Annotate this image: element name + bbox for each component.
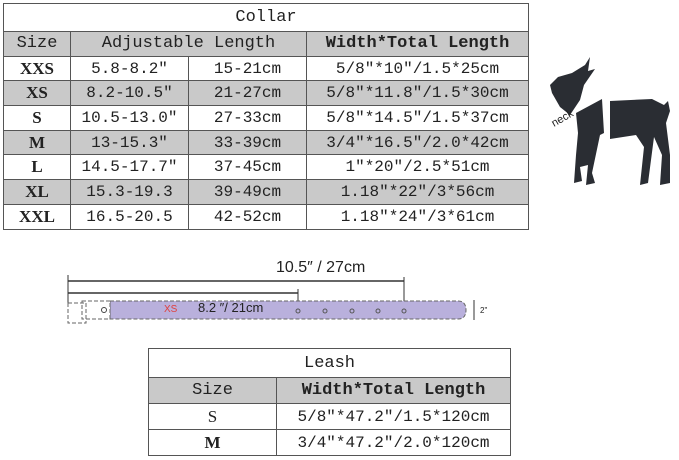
table-row: L 14.5-17.7″ 37-45cm 1″*20″/2.5*51cm bbox=[3, 154, 530, 181]
size-label: XS bbox=[164, 304, 178, 315]
header-size: Size bbox=[3, 31, 71, 57]
hole bbox=[322, 308, 328, 314]
size-cell: S bbox=[3, 105, 71, 131]
cm-cell: 33-39cm bbox=[188, 129, 307, 156]
cm-cell: 15-21cm bbox=[188, 55, 307, 82]
cm-cell: 42-52cm bbox=[188, 203, 307, 230]
max-length-label: 10.5″ / 27cm bbox=[276, 259, 366, 276]
width-total-cell: 1″*20″/2.5*51cm bbox=[305, 154, 530, 181]
width-total-cell: 5/8″*47.2″/1.5*120cm bbox=[275, 403, 512, 430]
inch-cell: 8.2-10.5″ bbox=[70, 80, 189, 107]
buckle-clip bbox=[67, 302, 87, 324]
inch-cell: 13-15.3″ bbox=[70, 129, 189, 156]
width-total-cell: 5/8″*10″/1.5*25cm bbox=[305, 55, 530, 82]
leash-size-table: Leash Size Width*Total Length S 5/8″*47.2… bbox=[147, 348, 512, 456]
size-cell: S bbox=[148, 403, 277, 430]
buckle bbox=[81, 300, 111, 320]
hole bbox=[375, 308, 381, 314]
table-row: XS 8.2-10.5″ 21-27cm 5/8″*11.8″/1.5*30cm bbox=[3, 80, 530, 107]
collar-strap-illustration bbox=[67, 275, 475, 324]
collar-header-row: Size Adjustable Length Width*Total Lengt… bbox=[3, 31, 530, 57]
min-length-label: 8.2 ″/ 21cm bbox=[198, 300, 264, 315]
collar-strap bbox=[109, 300, 467, 320]
header-adjustable-length: Adjustable Length bbox=[70, 31, 307, 57]
cm-cell: 21-27cm bbox=[188, 80, 307, 107]
cm-cell: 37-45cm bbox=[188, 154, 307, 181]
header-width-total-length: Width*Total Length bbox=[275, 377, 512, 404]
inch-cell: 5.8-8.2″ bbox=[70, 55, 189, 82]
size-cell: XL bbox=[3, 179, 71, 205]
table-row: M 13-15.3″ 33-39cm 3/4″*16.5″/2.0*42cm bbox=[3, 129, 530, 156]
cm-cell: 39-49cm bbox=[188, 179, 307, 205]
leash-title-row: Leash bbox=[147, 348, 512, 378]
table-row: XXL 16.5-20.5 42-52cm 1.18″*24″/3*61cm bbox=[3, 203, 530, 230]
hole bbox=[349, 308, 355, 314]
header-size: Size bbox=[148, 377, 277, 404]
size-cell: XXS bbox=[3, 55, 71, 82]
width-total-cell: 3/4″*16.5″/2.0*42cm bbox=[305, 129, 530, 156]
inch-cell: 15.3-19.3 bbox=[70, 179, 189, 205]
collar-size-table: Collar Size Adjustable Length Width*Tota… bbox=[2, 3, 530, 230]
collar-title-row: Collar bbox=[2, 3, 530, 32]
leash-title: Leash bbox=[147, 348, 512, 378]
width-total-cell: 5/8″*14.5″/1.5*37cm bbox=[305, 105, 530, 131]
dog-icon: neck bbox=[550, 57, 670, 185]
buckle-hole bbox=[101, 307, 107, 313]
inch-cell: 16.5-20.5 bbox=[70, 203, 189, 230]
width-total-cell: 1.18″*24″/3*61cm bbox=[305, 203, 530, 230]
size-cell: M bbox=[3, 129, 71, 156]
table-row: XL 15.3-19.3 39-49cm 1.18″*22″/3*56cm bbox=[3, 179, 530, 205]
size-cell: L bbox=[3, 154, 71, 181]
width-label: 2" bbox=[480, 306, 488, 315]
width-total-cell: 5/8″*11.8″/1.5*30cm bbox=[305, 80, 530, 107]
size-cell: XXL bbox=[3, 203, 71, 230]
size-cell: XS bbox=[3, 80, 71, 107]
collar-diagram: 10.5″ / 27cm XS 8.2 ″/ 21cm 2" bbox=[60, 255, 500, 330]
table-row: S 5/8″*47.2″/1.5*120cm bbox=[148, 403, 512, 430]
table-row: M 3/4″*47.2″/2.0*120cm bbox=[148, 429, 512, 456]
table-row: S 10.5-13.0″ 27-33cm 5/8″*14.5″/1.5*37cm bbox=[3, 105, 530, 131]
leash-header-row: Size Width*Total Length bbox=[148, 377, 512, 404]
dog-silhouette: neck bbox=[540, 55, 679, 200]
collar-title: Collar bbox=[2, 3, 530, 32]
inch-cell: 10.5-13.0″ bbox=[70, 105, 189, 131]
hole bbox=[401, 308, 407, 314]
header-width-total-length: Width*Total Length bbox=[305, 31, 530, 57]
hole bbox=[295, 308, 301, 314]
table-row: XXS 5.8-8.2″ 15-21cm 5/8″*10″/1.5*25cm bbox=[3, 55, 530, 82]
width-total-cell: 1.18″*22″/3*56cm bbox=[305, 179, 530, 205]
inch-cell: 14.5-17.7″ bbox=[70, 154, 189, 181]
size-cell: M bbox=[148, 429, 277, 456]
cm-cell: 27-33cm bbox=[188, 105, 307, 131]
width-total-cell: 3/4″*47.2″/2.0*120cm bbox=[275, 429, 512, 456]
